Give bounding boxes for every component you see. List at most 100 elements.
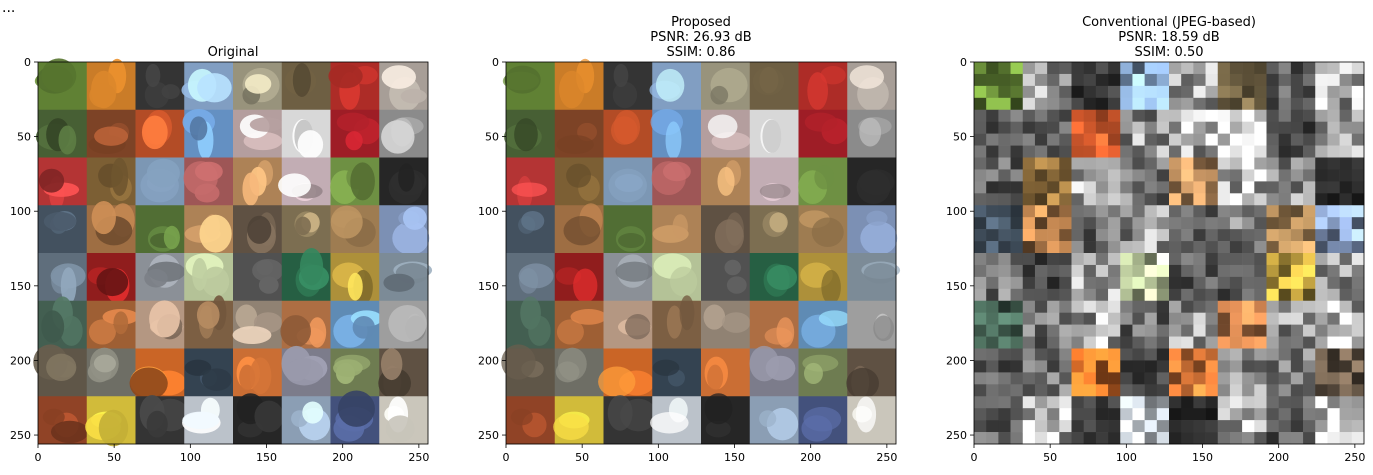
- image-tile: [1169, 300, 1219, 349]
- jpeg-block: [1120, 121, 1133, 134]
- tile-feature: [201, 266, 230, 297]
- jpeg-block: [1071, 408, 1084, 421]
- jpeg-block: [1120, 62, 1133, 75]
- jpeg-block: [1339, 312, 1353, 325]
- jpeg-block: [1169, 420, 1182, 433]
- jpeg-block: [1047, 384, 1060, 397]
- tile-feature: [598, 366, 636, 398]
- jpeg-block: [1034, 396, 1048, 409]
- jpeg-block: [1193, 181, 1206, 194]
- jpeg-block: [998, 229, 1011, 242]
- jpeg-block: [1266, 109, 1279, 122]
- jpeg-block: [1229, 181, 1243, 194]
- image-tile: [1169, 157, 1219, 206]
- tile-feature: [873, 315, 895, 342]
- image-tile: [330, 157, 380, 206]
- tile-feature: [762, 119, 782, 153]
- jpeg-block: [1254, 169, 1267, 182]
- jpeg-block: [1181, 312, 1194, 325]
- jpeg-block: [1266, 97, 1279, 111]
- jpeg-block: [1181, 408, 1194, 421]
- jpeg-block: [1229, 336, 1243, 349]
- tile-feature: [655, 68, 685, 102]
- tile-feature: [113, 311, 129, 335]
- image-tile: [506, 253, 556, 302]
- tile-feature: [184, 359, 212, 376]
- jpeg-block: [1156, 241, 1170, 254]
- tile-feature: [299, 247, 324, 286]
- jpeg-block: [1266, 324, 1279, 337]
- jpeg-block: [1083, 205, 1097, 218]
- jpeg-block: [974, 73, 987, 87]
- tile-feature: [328, 63, 363, 89]
- jpeg-block: [1181, 348, 1194, 361]
- image-tile: [1217, 205, 1267, 254]
- jpeg-block: [1047, 300, 1060, 313]
- jpeg-block: [1193, 205, 1206, 218]
- jpeg-block: [1266, 193, 1279, 206]
- tile-feature: [352, 316, 375, 339]
- tile-feature: [192, 258, 208, 291]
- jpeg-block: [1010, 312, 1024, 325]
- jpeg-block: [1083, 324, 1097, 337]
- jpeg-block: [1229, 109, 1243, 122]
- image-tile: [1071, 396, 1121, 445]
- panel-title: Proposed: [671, 15, 731, 30]
- jpeg-block: [1169, 229, 1182, 242]
- tile-feature: [811, 217, 844, 248]
- jpeg-block: [1278, 288, 1292, 302]
- jpeg-block: [1034, 372, 1048, 385]
- jpeg-block: [1059, 133, 1072, 146]
- tile-feature: [818, 310, 851, 327]
- jpeg-block: [1339, 384, 1353, 397]
- image-tile: [1315, 205, 1365, 254]
- jpeg-block: [1315, 157, 1328, 170]
- jpeg-block: [986, 384, 999, 397]
- jpeg-block: [1010, 384, 1024, 397]
- jpeg-block: [1132, 276, 1145, 290]
- jpeg-block: [1351, 384, 1365, 397]
- tile-feature: [612, 81, 638, 109]
- jpeg-block: [1169, 396, 1182, 409]
- jpeg-block: [1327, 157, 1340, 170]
- jpeg-block: [1266, 432, 1279, 445]
- jpeg-block: [1181, 73, 1194, 87]
- tile-feature: [855, 396, 877, 433]
- image-tile: [798, 300, 851, 349]
- jpeg-block: [1278, 264, 1292, 278]
- jpeg-block: [1242, 324, 1255, 337]
- jpeg-block: [1144, 276, 1158, 290]
- jpeg-block: [1217, 157, 1231, 170]
- jpeg-block: [1205, 169, 1219, 182]
- jpeg-block: [1132, 253, 1145, 266]
- jpeg-block: [974, 145, 987, 158]
- jpeg-block: [1181, 384, 1194, 397]
- jpeg-block: [1083, 384, 1097, 397]
- jpeg-block: [974, 360, 987, 373]
- jpeg-block: [1034, 336, 1048, 349]
- jpeg-block: [1205, 408, 1219, 421]
- image-tile: [1315, 348, 1365, 397]
- jpeg-block: [1132, 109, 1145, 122]
- jpeg-block: [1229, 229, 1243, 242]
- jpeg-block: [1242, 217, 1255, 230]
- jpeg-block: [986, 121, 999, 134]
- jpeg-block: [1132, 205, 1145, 218]
- jpeg-block: [1047, 169, 1060, 182]
- jpeg-block: [1144, 420, 1158, 433]
- jpeg-block: [1132, 420, 1145, 433]
- jpeg-block: [1278, 121, 1292, 134]
- jpeg-block: [1071, 193, 1084, 206]
- image-tile: [135, 300, 185, 349]
- image-tile: [701, 253, 751, 302]
- jpeg-block: [1229, 205, 1243, 218]
- jpeg-block: [1169, 253, 1182, 266]
- image-tile: [974, 348, 1024, 397]
- jpeg-block: [1242, 276, 1255, 290]
- x-tick-label: 250: [408, 451, 429, 464]
- jpeg-block: [1156, 157, 1170, 170]
- jpeg-block: [1071, 360, 1084, 373]
- image-tile: [1120, 205, 1170, 254]
- jpeg-block: [1242, 336, 1255, 349]
- jpeg-block: [1242, 109, 1255, 122]
